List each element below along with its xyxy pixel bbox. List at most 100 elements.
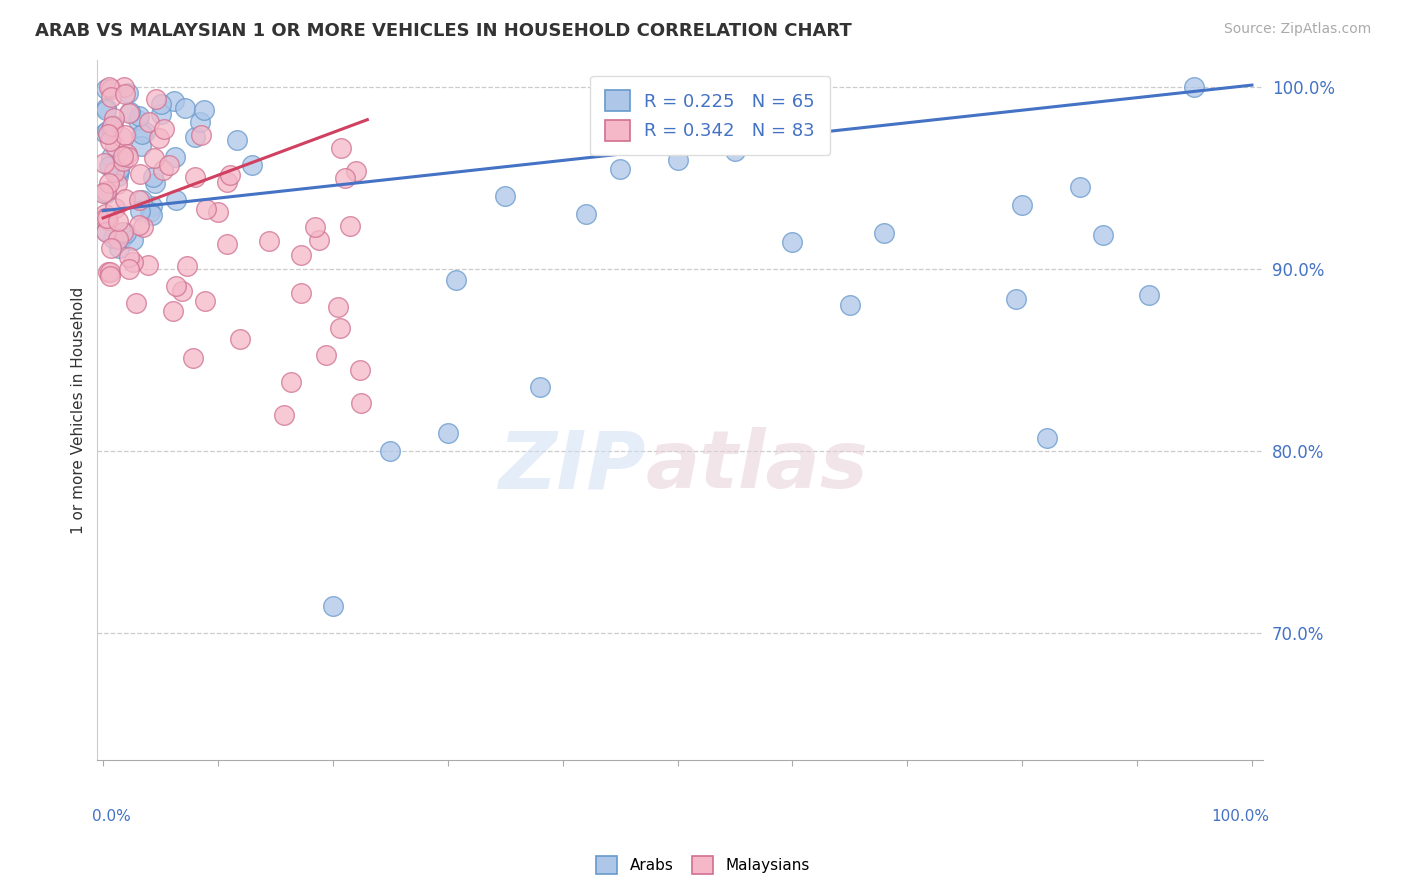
Point <box>184 170 207 185</box>
Point <box>290 286 312 301</box>
Point <box>349 363 371 377</box>
Point <box>100 121 122 136</box>
Point <box>131 127 153 141</box>
Point <box>134 124 156 138</box>
Point <box>117 150 139 164</box>
Point <box>100 241 122 255</box>
Point <box>194 202 217 216</box>
Point <box>108 164 131 178</box>
Point <box>157 158 180 172</box>
Point <box>174 101 197 115</box>
Point <box>129 203 152 218</box>
Point <box>128 167 150 181</box>
Point <box>163 94 186 108</box>
Point <box>176 260 198 274</box>
Text: Source: ZipAtlas.com: Source: ZipAtlas.com <box>1223 22 1371 37</box>
Point <box>280 375 302 389</box>
Point <box>103 111 125 125</box>
Point <box>112 79 135 94</box>
Point <box>115 147 138 161</box>
Point <box>315 348 337 362</box>
Point <box>114 192 136 206</box>
Point <box>873 226 896 240</box>
Point <box>330 141 353 155</box>
Point <box>138 115 160 129</box>
Point <box>97 265 120 279</box>
Point <box>105 177 128 191</box>
Point <box>97 128 120 142</box>
Point <box>93 186 115 200</box>
Point <box>322 599 344 613</box>
Point <box>111 130 134 145</box>
Point <box>184 130 207 145</box>
Point <box>1005 292 1028 306</box>
Point <box>838 298 860 312</box>
Point <box>128 218 150 232</box>
Point <box>128 194 150 208</box>
Point <box>1137 287 1160 301</box>
Y-axis label: 1 or more Vehicles in Household: 1 or more Vehicles in Household <box>72 286 86 533</box>
Point <box>219 169 242 183</box>
Point <box>101 119 124 133</box>
Point <box>98 176 121 190</box>
Point <box>93 156 115 170</box>
Point <box>1184 79 1206 94</box>
Point <box>94 103 117 117</box>
Point <box>107 214 129 228</box>
Point <box>142 170 165 185</box>
Point <box>131 193 153 207</box>
Point <box>117 87 139 101</box>
Point <box>333 170 356 185</box>
Point <box>136 259 159 273</box>
Point <box>150 107 173 121</box>
Point <box>339 219 361 234</box>
Point <box>350 396 373 410</box>
Point <box>100 82 122 96</box>
Point <box>308 233 330 247</box>
Point <box>188 115 211 129</box>
Point <box>240 158 263 172</box>
Point <box>193 103 215 117</box>
Point <box>108 162 131 177</box>
Point <box>96 101 118 115</box>
Point <box>207 204 229 219</box>
Point <box>190 128 212 142</box>
Point <box>132 219 155 234</box>
Point <box>148 131 170 145</box>
Point <box>344 163 367 178</box>
Point <box>107 169 129 184</box>
Point <box>724 144 747 158</box>
Point <box>380 444 402 458</box>
Point <box>96 225 118 239</box>
Point <box>104 201 127 215</box>
Point <box>94 127 117 141</box>
Point <box>127 113 149 128</box>
Point <box>290 248 312 262</box>
Point <box>165 193 187 207</box>
Point <box>494 189 516 203</box>
Point <box>328 301 350 315</box>
Point <box>101 118 124 132</box>
Point <box>575 207 598 221</box>
Point <box>94 184 117 198</box>
Point <box>112 154 135 169</box>
Point <box>129 138 152 153</box>
Point <box>98 80 121 95</box>
Point <box>666 153 689 167</box>
Point <box>529 380 551 394</box>
Point <box>120 105 142 120</box>
Legend: R = 0.225   N = 65, R = 0.342   N = 83: R = 0.225 N = 65, R = 0.342 N = 83 <box>591 76 830 155</box>
Point <box>112 230 135 244</box>
Point <box>165 278 187 293</box>
Point <box>103 165 125 179</box>
Point <box>193 294 215 309</box>
Point <box>170 284 193 298</box>
Point <box>782 235 804 249</box>
Text: ZIP: ZIP <box>498 427 645 505</box>
Point <box>226 133 249 147</box>
Point <box>444 273 467 287</box>
Point <box>128 109 150 123</box>
Point <box>124 296 146 310</box>
Point <box>150 96 173 111</box>
Point <box>436 425 458 440</box>
